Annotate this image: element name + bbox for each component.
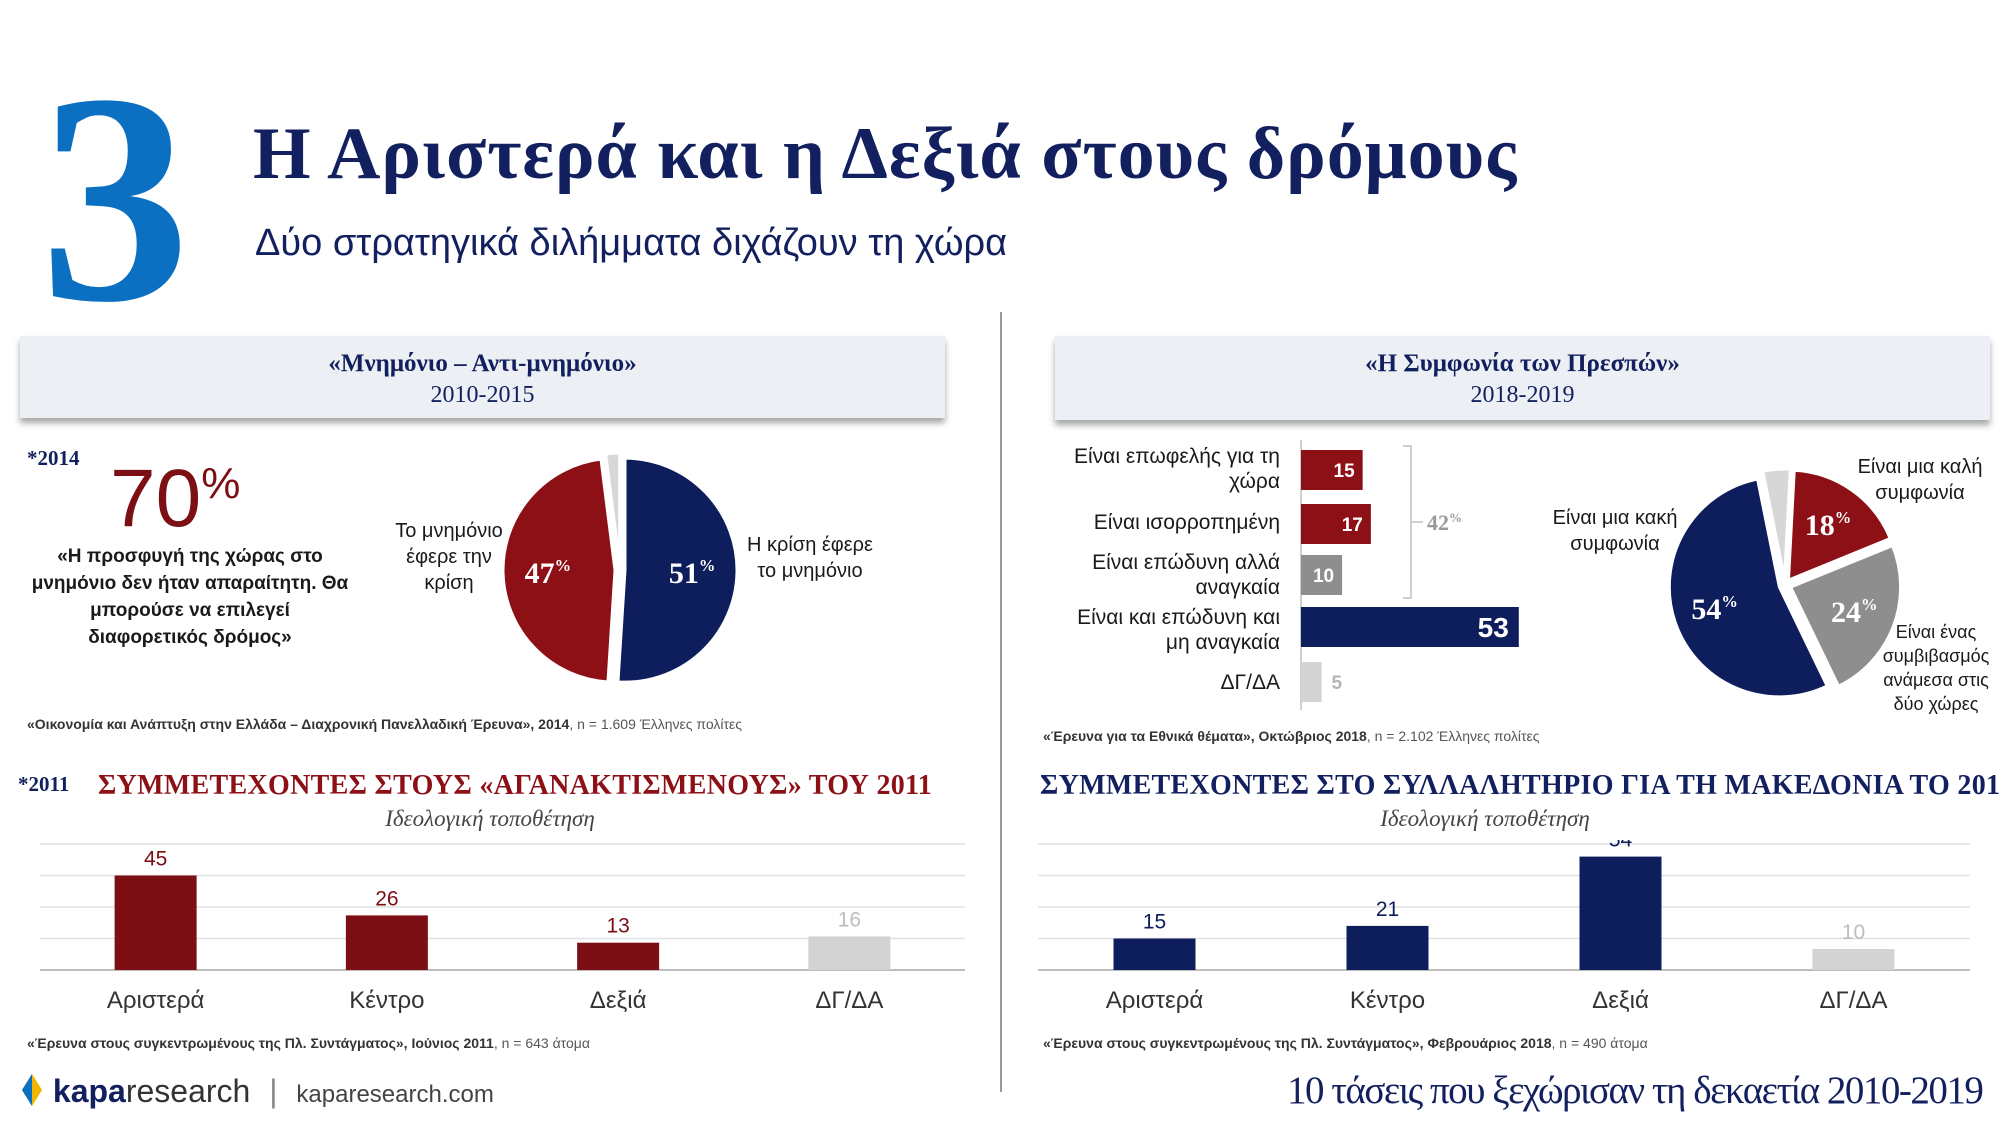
macedonia-source: «Έρευνα στους συγκεντρωμένους της Πλ. Συ…	[1043, 1035, 1648, 1051]
prespa-bar-1	[1301, 504, 1371, 544]
memorandum-pie-slice-2	[603, 451, 622, 566]
macedonia-subtitle: Ιδεολογική τοποθέτηση	[1380, 806, 1590, 831]
macedonia-bar-bar-3	[1812, 949, 1895, 970]
footer-brand: kaparesearch | kaparesearch.com	[20, 1072, 494, 1110]
prespa-box-title: «Η Συμφωνία των Πρεσπών»	[1365, 350, 1680, 377]
prespa-source-sample: , n = 2.102 Έλληνες πολίτες	[1366, 728, 1540, 744]
indignados-source-title: «Έρευνα στους συγκεντρωμένους της Πλ. Συ…	[27, 1035, 494, 1051]
prespa-bracket-label: 42%	[1427, 510, 1462, 535]
kapa-logo-icon	[22, 1074, 42, 1106]
indignados-bar-bar-1	[345, 915, 428, 970]
prespa-box-years: 2018-2019	[1470, 382, 1575, 408]
macedonia-title: ΣΥΜΜΕΤΕΧΟΝΤΕΣ ΣΤΟ ΣΥΛΛΑΛΗΤΗΡΙΟ ΓΙΑ ΤΗ ΜΑ…	[1040, 770, 2000, 801]
memorandum-pie-slice-1	[501, 457, 617, 684]
prespa-header-box: «Η Συμφωνία των Πρεσπών» 2018-2019	[1055, 336, 1990, 420]
macedonia-bar-bar-2-value: 54	[1609, 840, 1633, 852]
macedonia-bar-category-3: ΔΓ/ΔΑ	[1820, 987, 1888, 1014]
indignados-bar-bar-2	[577, 942, 660, 970]
indignados-bar-category-3: ΔΓ/ΔΑ	[815, 987, 883, 1014]
prespa-pie-slice-3	[1761, 467, 1792, 580]
prespa-pie-chart: 18%24%54%	[1667, 467, 1903, 699]
memorandum-box-years: 2010-2015	[430, 382, 535, 408]
prespa-bar-2	[1301, 555, 1343, 595]
indignados-source-sample: , n = 643 άτομα	[493, 1035, 590, 1051]
memorandum-pie-chart: 51%47%	[501, 451, 739, 684]
macedonia-bar-bar-0	[1113, 938, 1196, 970]
page-title: Η Αριστερά και η Δεξιά στους δρόμους	[253, 113, 1518, 195]
macedonia-bar-bar-2	[1579, 856, 1662, 970]
big-stat-value: 70	[110, 453, 202, 544]
indignados-source: «Έρευνα στους συγκεντρωμένους της Πλ. Συ…	[27, 1035, 590, 1051]
macedonia-bar-chart: 15 Αριστερά 21 Κέντρο 54 Δεξιά 10 ΔΓ/ΔΑ	[1038, 840, 1970, 1014]
big-stat: 70%	[110, 452, 240, 546]
prespa-pie-slice-1	[1788, 543, 1903, 689]
pie-label-memorandum-brought-crisis: Το μνημόνιο έφερε την κρίση	[395, 520, 503, 594]
brand-url[interactable]: kaparesearch.com	[296, 1081, 494, 1108]
prespa-pie-slice-2	[1667, 477, 1830, 699]
prespa-bar-0-value: 15	[1334, 461, 1356, 482]
prespa-bar-2-value: 10	[1313, 566, 1334, 587]
indignados-bar-bar-3-value: 16	[838, 908, 861, 931]
macedonia-source-title: «Έρευνα στους συγκεντρωμένους της Πλ. Συ…	[1043, 1035, 1552, 1051]
prespa-bar-4-value: 5	[1332, 673, 1343, 694]
brand-separator: |	[269, 1073, 278, 1109]
indignados-subtitle: Ιδεολογική τοποθέτηση	[385, 806, 595, 831]
macedonia-bar-bar-0-value: 15	[1143, 911, 1166, 934]
prespa-bar-3	[1301, 607, 1519, 647]
memorandum-source-sample: , n = 1.609 Έλληνες πολίτες	[569, 716, 743, 732]
indignados-bar-bar-3	[808, 936, 891, 970]
indignados-bar-category-1: Κέντρο	[349, 987, 424, 1014]
macedonia-bar-category-0: Αριστερά	[1106, 987, 1204, 1014]
year-tag-2011: *2011	[18, 772, 70, 796]
prespa-bar-4	[1301, 662, 1322, 702]
prespa-bar-cat-2: Είναι επώδυνη αλλά αναγκαία	[1092, 551, 1280, 599]
prespa-bar-1-value: 17	[1342, 515, 1363, 536]
pie-label-good-agreement: Είναι μια καλή συμφωνία	[1857, 456, 1983, 504]
memorandum-box-title: «Μνημόνιο – Αντι-μνημόνιο»	[328, 350, 637, 377]
macedonia-bar-bar-1	[1346, 925, 1429, 970]
memorandum-source: «Οικονομία και Ανάπτυξη στην Ελλάδα – Δι…	[27, 716, 742, 732]
prespa-bar-cat-4: ΔΓ/ΔΑ	[1220, 671, 1280, 694]
vertical-divider	[1000, 312, 1002, 1092]
indignados-bar-bar-1-value: 26	[375, 887, 398, 910]
page-subtitle: Δύο στρατηγικά διλήμματα διχάζουν τη χώρ…	[255, 222, 1008, 264]
indignados-bar-category-2: Δεξιά	[590, 987, 647, 1014]
indignados-title: ΣΥΜΜΕΤΕΧΟΝΤΕΣ ΣΤΟΥΣ «ΑΓΑΝΑΚΤΙΣΜΕΝΟΥΣ» ΤΟ…	[98, 770, 933, 801]
indignados-bar-bar-0	[114, 875, 197, 970]
pie-label-compromise: Είναι ένας συμβιβασμός ανάμεσα στις δύο …	[1882, 622, 1990, 714]
big-stat-unit: %	[201, 459, 241, 508]
footer-tagline: 10 τάσεις που ξεχώρισαν τη δεκαετία 2010…	[1287, 1069, 1984, 1112]
macedonia-source-sample: , n = 490 άτομα	[1551, 1035, 1648, 1051]
memorandum-quote: «Η προσφυγή της χώρας στο μνημόνιο δεν ή…	[31, 546, 349, 648]
prespa-bracket	[1403, 445, 1412, 599]
macedonia-bar-category-1: Κέντρο	[1350, 987, 1425, 1014]
memorandum-pie-slice-0	[616, 456, 739, 684]
brand-kapa: kapa	[52, 1073, 126, 1109]
prespa-pie-slice-0	[1786, 468, 1893, 583]
prespa-bar-3-value: 53	[1478, 612, 1509, 643]
prespa-source: «Έρευνα για τα Εθνικά θέματα», Οκτώβριος…	[1043, 728, 1540, 744]
memorandum-source-title: «Οικονομία και Ανάπτυξη στην Ελλάδα – Δι…	[27, 716, 570, 732]
macedonia-bar-bar-1-value: 21	[1376, 898, 1399, 921]
indignados-bar-bar-2-value: 13	[606, 915, 629, 938]
section-number: 3	[40, 32, 190, 364]
macedonia-bar-bar-3-value: 10	[1842, 921, 1865, 944]
prespa-bar-0	[1301, 450, 1363, 490]
brand-research: research	[125, 1073, 251, 1109]
prespa-bar-cat-1: Είναι ισορροπημένη	[1093, 511, 1280, 534]
pie-label-bad-agreement: Είναι μια κακή συμφωνία	[1552, 507, 1678, 555]
prespa-bar-cat-3: Είναι και επώδυνη και μη αναγκαία	[1077, 606, 1280, 654]
memorandum-header-box: «Μνημόνιο – Αντι-μνημόνιο» 2010-2015	[20, 336, 945, 418]
indignados-bar-category-0: Αριστερά	[107, 987, 205, 1014]
macedonia-bar-category-2: Δεξιά	[1592, 987, 1649, 1014]
prespa-bar-cat-0: Είναι επωφελής για τη χώρα	[1074, 445, 1280, 493]
year-tag-2014: *2014	[27, 446, 80, 470]
pie-label-crisis-brought-memorandum: Η κρίση έφερε το μνημόνιο	[747, 534, 873, 582]
indignados-bar-bar-0-value: 45	[144, 848, 167, 871]
indignados-bar-chart: 45 Αριστερά 26 Κέντρο 13 Δεξιά 16 ΔΓ/ΔΑ	[40, 843, 965, 1014]
prespa-source-title: «Έρευνα για τα Εθνικά θέματα», Οκτώβριος…	[1043, 728, 1367, 744]
prespa-bar-chart: 15 17 10 53 5 42%	[1300, 440, 1519, 710]
